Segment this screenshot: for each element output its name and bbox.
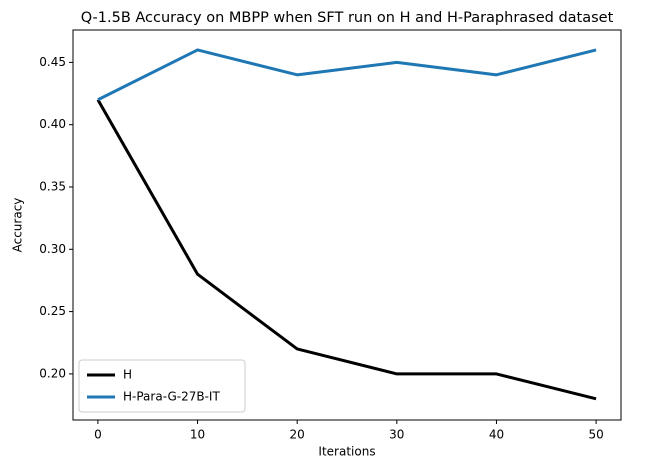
legend-label: H bbox=[123, 368, 132, 382]
y-axis-label: Accuracy bbox=[11, 198, 25, 253]
y-tick-label: 0.25 bbox=[39, 304, 66, 318]
y-tick-label: 0.30 bbox=[39, 242, 66, 256]
x-tick-label: 30 bbox=[389, 428, 404, 442]
series-line bbox=[97, 48, 597, 102]
x-tick-label: 20 bbox=[290, 428, 305, 442]
y-tick-label: 0.40 bbox=[39, 117, 66, 131]
legend-box bbox=[78, 359, 246, 413]
y-tick-label: 0.45 bbox=[39, 55, 66, 69]
x-tick-label: 40 bbox=[489, 428, 504, 442]
x-tick-label: 50 bbox=[588, 428, 603, 442]
y-tick-label: 0.35 bbox=[39, 179, 66, 193]
legend-label: H-Para-G-27B-IT bbox=[123, 390, 220, 404]
x-tick-label: 10 bbox=[190, 428, 205, 442]
x-tick-label: 0 bbox=[94, 428, 102, 442]
legend: H H-Para-G-27B-IT bbox=[78, 359, 246, 413]
x-axis-label: Iterations bbox=[318, 445, 375, 459]
chart-title: Q-1.5B Accuracy on MBPP when SFT run on … bbox=[81, 10, 614, 26]
series-line bbox=[96, 99, 597, 401]
plot-frame bbox=[72, 29, 622, 421]
y-tick-label: 0.20 bbox=[39, 366, 66, 380]
